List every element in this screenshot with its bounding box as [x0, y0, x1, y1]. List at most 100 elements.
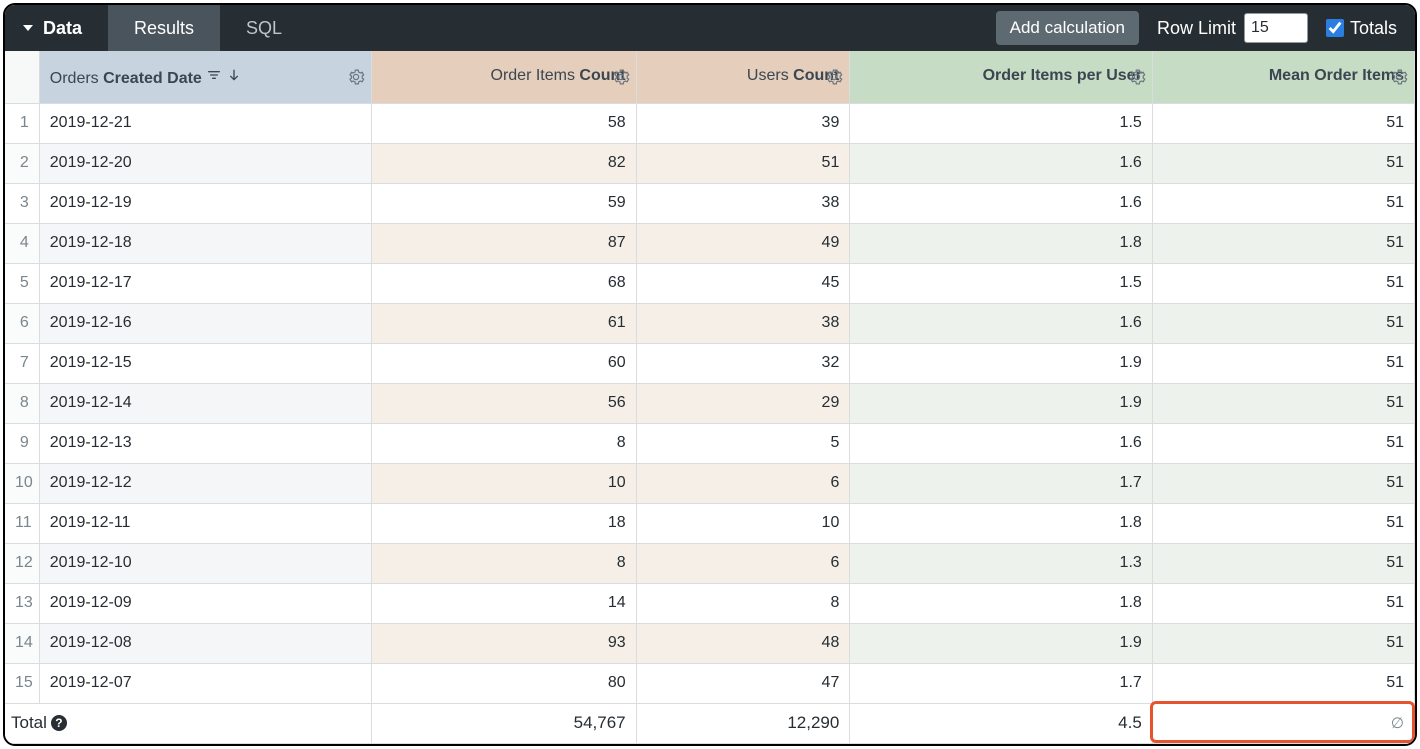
- cell[interactable]: 82: [372, 143, 636, 183]
- cell[interactable]: 8: [636, 583, 850, 623]
- cell[interactable]: 2019-12-15: [39, 343, 372, 383]
- cell[interactable]: 59: [372, 183, 636, 223]
- cell[interactable]: 5: [636, 423, 850, 463]
- tab-sql[interactable]: SQL: [220, 5, 308, 51]
- cell[interactable]: 1.3: [850, 543, 1152, 583]
- cell[interactable]: 51: [1152, 183, 1414, 223]
- cell[interactable]: 2019-12-14: [39, 383, 372, 423]
- column-header[interactable]: Order Items per User: [850, 51, 1152, 103]
- cell[interactable]: 1.6: [850, 423, 1152, 463]
- cell[interactable]: 51: [1152, 543, 1414, 583]
- cell[interactable]: 51: [1152, 583, 1414, 623]
- cell[interactable]: 38: [636, 183, 850, 223]
- cell[interactable]: 2019-12-13: [39, 423, 372, 463]
- add-calculation-button[interactable]: Add calculation: [996, 11, 1139, 45]
- cell[interactable]: 1.7: [850, 663, 1152, 703]
- gear-icon[interactable]: [612, 68, 630, 86]
- table-row: 32019-12-1959381.651: [5, 183, 1415, 223]
- cell[interactable]: 56: [372, 383, 636, 423]
- cell[interactable]: 51: [1152, 623, 1414, 663]
- cell[interactable]: 1.6: [850, 183, 1152, 223]
- cell[interactable]: 1.8: [850, 583, 1152, 623]
- cell[interactable]: 2019-12-19: [39, 183, 372, 223]
- cell[interactable]: 2019-12-07: [39, 663, 372, 703]
- cell[interactable]: 51: [1152, 143, 1414, 183]
- cell[interactable]: 10: [636, 503, 850, 543]
- row-limit-input[interactable]: [1244, 13, 1308, 43]
- cell[interactable]: 1.9: [850, 623, 1152, 663]
- cell[interactable]: 18: [372, 503, 636, 543]
- cell[interactable]: 2019-12-20: [39, 143, 372, 183]
- help-icon[interactable]: ?: [51, 715, 67, 731]
- cell[interactable]: 80: [372, 663, 636, 703]
- cell[interactable]: 51: [1152, 383, 1414, 423]
- cell[interactable]: 51: [1152, 463, 1414, 503]
- cell[interactable]: 1.8: [850, 503, 1152, 543]
- column-header[interactable]: Mean Order Items: [1152, 51, 1414, 103]
- table-row: 92019-12-13851.651: [5, 423, 1415, 463]
- explore-panel: Data Results SQL Add calculation Row Lim…: [3, 3, 1417, 746]
- cell[interactable]: 39: [636, 103, 850, 143]
- cell[interactable]: 1.6: [850, 143, 1152, 183]
- cell[interactable]: 47: [636, 663, 850, 703]
- cell[interactable]: 1.5: [850, 103, 1152, 143]
- totals-cell: ∅: [1152, 703, 1414, 743]
- cell[interactable]: 2019-12-17: [39, 263, 372, 303]
- cell[interactable]: 58: [372, 103, 636, 143]
- cell[interactable]: 6: [636, 543, 850, 583]
- cell[interactable]: 48: [636, 623, 850, 663]
- cell[interactable]: 51: [636, 143, 850, 183]
- cell[interactable]: 10: [372, 463, 636, 503]
- cell[interactable]: 14: [372, 583, 636, 623]
- cell[interactable]: 2019-12-18: [39, 223, 372, 263]
- cell[interactable]: 8: [372, 543, 636, 583]
- cell[interactable]: 1.7: [850, 463, 1152, 503]
- cell[interactable]: 32: [636, 343, 850, 383]
- cell[interactable]: 93: [372, 623, 636, 663]
- cell[interactable]: 51: [1152, 263, 1414, 303]
- cell[interactable]: 8: [372, 423, 636, 463]
- cell[interactable]: 1.5: [850, 263, 1152, 303]
- column-label: Created Date: [103, 70, 202, 87]
- cell[interactable]: 2019-12-11: [39, 503, 372, 543]
- cell[interactable]: 1.9: [850, 343, 1152, 383]
- cell[interactable]: 87: [372, 223, 636, 263]
- cell[interactable]: 60: [372, 343, 636, 383]
- results-grid-wrap: Orders Created DateOrder Items CountUser…: [5, 51, 1415, 744]
- column-header[interactable]: Order Items Count: [372, 51, 636, 103]
- totals-checkbox[interactable]: [1326, 19, 1344, 37]
- cell[interactable]: 51: [1152, 423, 1414, 463]
- cell[interactable]: 51: [1152, 103, 1414, 143]
- gear-icon[interactable]: [1390, 68, 1408, 86]
- cell[interactable]: 2019-12-12: [39, 463, 372, 503]
- cell[interactable]: 51: [1152, 303, 1414, 343]
- cell[interactable]: 51: [1152, 223, 1414, 263]
- table-row: 52019-12-1768451.551: [5, 263, 1415, 303]
- cell[interactable]: 2019-12-10: [39, 543, 372, 583]
- table-row: 82019-12-1456291.951: [5, 383, 1415, 423]
- cell[interactable]: 45: [636, 263, 850, 303]
- cell[interactable]: 51: [1152, 663, 1414, 703]
- cell[interactable]: 68: [372, 263, 636, 303]
- cell[interactable]: 2019-12-09: [39, 583, 372, 623]
- cell[interactable]: 1.8: [850, 223, 1152, 263]
- cell[interactable]: 61: [372, 303, 636, 343]
- tab-data[interactable]: Data: [5, 5, 108, 51]
- cell[interactable]: 38: [636, 303, 850, 343]
- cell[interactable]: 1.9: [850, 383, 1152, 423]
- cell[interactable]: 29: [636, 383, 850, 423]
- gear-icon[interactable]: [347, 68, 365, 86]
- cell[interactable]: 2019-12-16: [39, 303, 372, 343]
- column-header[interactable]: Users Count: [636, 51, 850, 103]
- column-header[interactable]: Orders Created Date: [39, 51, 372, 103]
- gear-icon[interactable]: [1128, 68, 1146, 86]
- cell[interactable]: 51: [1152, 503, 1414, 543]
- cell[interactable]: 1.6: [850, 303, 1152, 343]
- cell[interactable]: 49: [636, 223, 850, 263]
- tab-results[interactable]: Results: [108, 5, 220, 51]
- cell[interactable]: 2019-12-21: [39, 103, 372, 143]
- cell[interactable]: 6: [636, 463, 850, 503]
- cell[interactable]: 2019-12-08: [39, 623, 372, 663]
- cell[interactable]: 51: [1152, 343, 1414, 383]
- gear-icon[interactable]: [825, 68, 843, 86]
